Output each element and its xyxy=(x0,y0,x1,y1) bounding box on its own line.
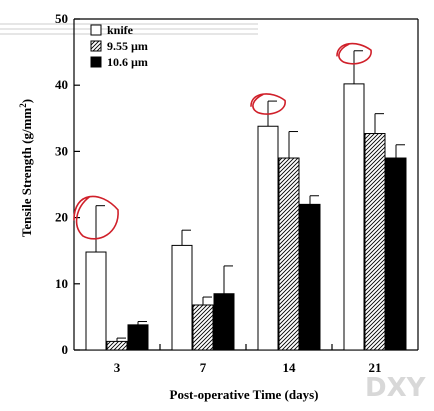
y-axis-title-main: Tensile Strength (g/mm xyxy=(19,108,34,237)
bar-open-day-21 xyxy=(343,83,365,351)
bar-open-day-14 xyxy=(257,125,279,351)
y-tick-label: 20 xyxy=(55,210,68,225)
annotation-circle-day-21 xyxy=(336,42,372,65)
y-tick-label: 50 xyxy=(55,11,68,26)
x-tick-label: 3 xyxy=(114,360,121,375)
corner-decoration xyxy=(0,23,258,35)
y-tick-label: 0 xyxy=(62,342,69,357)
x-tick-label: 7 xyxy=(200,360,207,375)
legend-label-9-55: 9.55 µm xyxy=(107,39,148,53)
annotations xyxy=(73,42,372,240)
legend-swatch-knife xyxy=(90,24,102,36)
bar-hatched-day-14 xyxy=(278,157,300,351)
annotation-circle-day-3 xyxy=(73,195,119,240)
watermark: DXY xyxy=(365,373,427,403)
bar-solid-day-14 xyxy=(299,203,321,351)
x-axis-ticks: 3 7 14 21 xyxy=(114,344,382,375)
bar-open-day-7 xyxy=(171,244,193,351)
legend-swatch-10-6 xyxy=(90,56,102,68)
y-tick-label: 10 xyxy=(55,276,68,291)
legend-label-10-6: 10.6 µm xyxy=(107,55,148,69)
bars xyxy=(85,50,407,351)
legend: knife 9.55 µm 10.6 µm xyxy=(90,23,148,69)
x-tick-label: 21 xyxy=(369,360,382,375)
bar-solid-day-21 xyxy=(385,157,407,351)
y-axis-title-close: ) xyxy=(19,99,34,103)
y-tick-label: 30 xyxy=(55,143,68,158)
bar-hatched-day-21 xyxy=(364,133,386,351)
bar-solid-day-7 xyxy=(213,293,235,351)
y-axis-ticks: 0 10 20 30 40 50 xyxy=(55,11,80,357)
y-tick-label: 40 xyxy=(55,77,68,92)
y-axis-title: Tensile Strength (g/mm2) xyxy=(18,99,34,237)
x-axis-title: Post-operative Time (days) xyxy=(170,387,319,402)
bar-hatched-day-3 xyxy=(106,340,128,351)
annotation-circle-day-14 xyxy=(250,93,286,115)
legend-swatch-9-55 xyxy=(90,40,102,52)
bar-open-day-3 xyxy=(85,251,107,351)
x-tick-label: 14 xyxy=(283,360,297,375)
bar-solid-day-3 xyxy=(127,324,149,351)
plot-frame xyxy=(74,18,419,350)
y-axis-title-superscript: 2 xyxy=(18,103,28,108)
bar-hatched-day-7 xyxy=(192,304,214,351)
legend-label-knife: knife xyxy=(107,23,134,37)
